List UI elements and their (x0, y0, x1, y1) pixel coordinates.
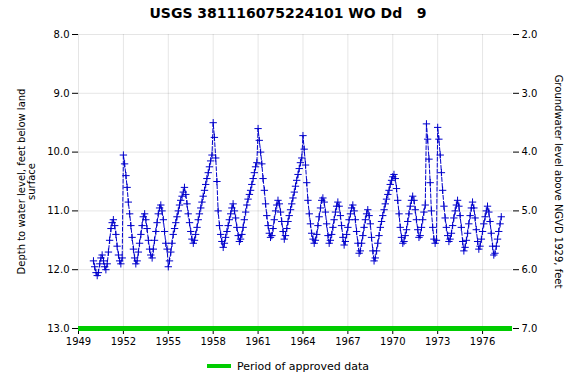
svg-text:1958: 1958 (200, 336, 225, 347)
svg-text:2.0: 2.0 (522, 29, 538, 40)
svg-text:9.0: 9.0 (54, 88, 70, 99)
svg-text:6.0: 6.0 (522, 264, 538, 275)
svg-text:1955: 1955 (156, 336, 181, 347)
svg-text:8.0: 8.0 (54, 29, 70, 40)
svg-text:1967: 1967 (335, 336, 360, 347)
html-text:Period of approved data: Period of approved data (236, 359, 370, 373)
svg-text:3.0: 3.0 (522, 88, 538, 99)
svg-text:13.0: 13.0 (47, 323, 69, 334)
svg-text:11.0: 11.0 (47, 205, 69, 216)
svg-text:1952: 1952 (111, 336, 136, 347)
svg-text:7.0: 7.0 (522, 323, 538, 334)
svg-text:1970: 1970 (380, 336, 405, 347)
svg-text:1973: 1973 (425, 336, 450, 347)
html-text:USGS 381116075224101 WO Dd 9: USGS 381116075224101 WO Dd 9 (149, 5, 427, 21)
svg-text:1964: 1964 (290, 336, 315, 347)
svg-text:1976: 1976 (470, 336, 495, 347)
svg-text:1949: 1949 (66, 336, 91, 347)
svg-text:5.0: 5.0 (522, 205, 538, 216)
svg-text:Depth to water level, feet bel: Depth to water level, feet below landsur… (16, 89, 37, 275)
svg-text:4.0: 4.0 (522, 146, 538, 157)
svg-text:1961: 1961 (245, 336, 270, 347)
svg-text:Groundwater level above NGVD 1: Groundwater level above NGVD 1929, feet (553, 75, 564, 289)
svg-text:12.0: 12.0 (47, 264, 69, 275)
svg-text:10.0: 10.0 (47, 146, 69, 157)
